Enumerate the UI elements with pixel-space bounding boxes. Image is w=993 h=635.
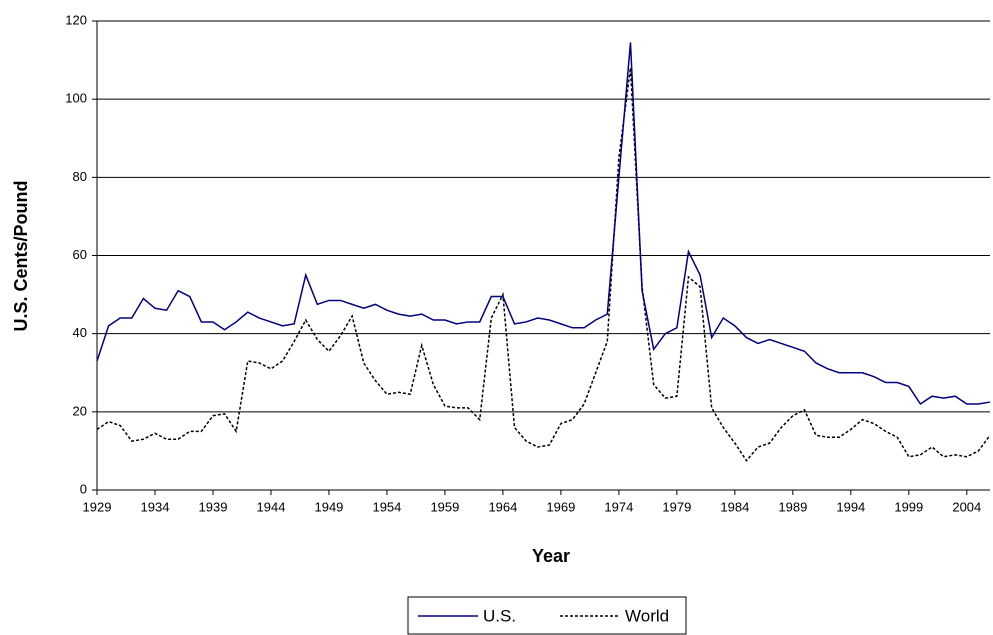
x-tick-label: 1999 bbox=[894, 499, 923, 514]
series-line bbox=[96, 67, 991, 462]
series-line bbox=[96, 42, 991, 406]
x-tick-label: 1944 bbox=[257, 499, 286, 514]
x-tick-label: 1934 bbox=[141, 499, 170, 514]
x-tick-label: 1994 bbox=[836, 499, 865, 514]
x-tick-label: 1959 bbox=[430, 499, 459, 514]
x-tick-label: 1964 bbox=[488, 499, 517, 514]
y-tick-label: 80 bbox=[73, 169, 87, 184]
x-axis-title: Year bbox=[532, 546, 570, 566]
x-tick-label: 1939 bbox=[199, 499, 228, 514]
y-tick-label: 20 bbox=[73, 403, 87, 418]
x-tick-label: 1979 bbox=[662, 499, 691, 514]
y-tick-label: 40 bbox=[73, 325, 87, 340]
x-tick-label: 2004 bbox=[952, 499, 981, 514]
y-axis-title: U.S. Cents/Pound bbox=[11, 180, 31, 331]
x-tick-label: 1984 bbox=[720, 499, 749, 514]
y-tick-label: 0 bbox=[80, 481, 87, 496]
y-tick-label: 120 bbox=[65, 12, 87, 27]
legend-label: World bbox=[625, 606, 669, 625]
y-tick-label: 60 bbox=[73, 247, 87, 262]
x-tick-label: 1949 bbox=[314, 499, 343, 514]
x-tick-label: 1929 bbox=[83, 499, 112, 514]
legend-label: U.S. bbox=[483, 606, 516, 625]
x-tick-label: 1974 bbox=[604, 499, 633, 514]
x-tick-label: 1989 bbox=[778, 499, 807, 514]
y-tick-label: 100 bbox=[65, 91, 87, 106]
x-tick-label: 1969 bbox=[546, 499, 575, 514]
x-tick-label: 1954 bbox=[372, 499, 401, 514]
